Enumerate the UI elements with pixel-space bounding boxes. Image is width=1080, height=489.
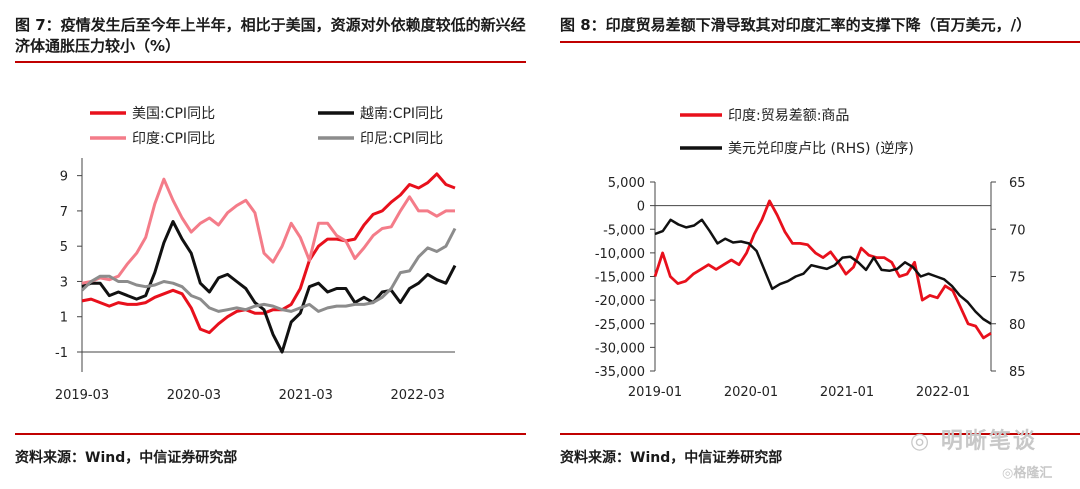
y-left-tick-label: -15,000: [595, 271, 645, 286]
y-left-tick-label: -20,000: [595, 294, 645, 309]
source-divider: [15, 433, 526, 435]
trade-balance-line-chart: 5,000 0 -5,000 -10,000 -15,000 -20,000 -25,000…: [595, 108, 1026, 400]
y-left-tick-label: -25,000: [595, 318, 645, 333]
series-line-3: [80, 227, 457, 313]
y-right-tick-label: 65: [1009, 176, 1026, 191]
panel-india-trade-balance: 图 8：印度贸易差额下滑导致其对印度汇率的支撑下降（百万美元，/） 5,000 0…: [555, 0, 1080, 489]
series-line-1: [81, 220, 457, 354]
y-right-tick-label: 70: [1009, 223, 1026, 238]
y-tick-label: 7: [60, 205, 68, 220]
legend-label: 印度:贸易差额:商品: [728, 108, 849, 124]
x-tick-label: 2020-01: [724, 385, 778, 400]
series-line-0: [81, 172, 456, 335]
series-line-0: [653, 199, 992, 340]
x-tick-label: 2022-01: [916, 385, 970, 400]
x-tick-label: 2019-01: [628, 385, 682, 400]
y-tick-label: 9: [60, 170, 68, 185]
panel-india-cpi-comparison: 图 7：疫情发生后至今年上半年，相比于美国，资源对外依赖度较低的新兴经济体通胀压…: [15, 16, 526, 466]
x-tick-label: 2022-03: [391, 388, 445, 403]
x-tick-label: 2019-03: [55, 388, 109, 403]
legend-label: 美元兑印度卢比 (RHS) (逆序): [728, 141, 914, 157]
legend-label: 美国:CPI同比: [132, 106, 215, 122]
y-left-tick-label: 5,000: [608, 176, 645, 191]
legend-label: 印度:CPI同比: [132, 131, 215, 147]
chart-title: 图 8：印度贸易差额下滑导致其对印度汇率的支撑下降（百万美元，/）: [560, 16, 1032, 34]
legend-label: 印尼:CPI同比: [360, 131, 443, 147]
wechat-watermark: ◎ 明晰笔谈: [910, 429, 1037, 454]
y-tick-label: 5: [60, 240, 68, 255]
y-tick-label: 1: [60, 311, 68, 326]
y-left-tick-label: -10,000: [595, 247, 645, 262]
title-divider: [560, 41, 1080, 43]
y-right-tick-label: 80: [1009, 318, 1026, 333]
y-left-tick-label: 0: [637, 200, 645, 215]
y-left-tick-label: -30,000: [595, 341, 645, 356]
series-line-2: [81, 177, 455, 285]
legend-label: 越南:CPI同比: [360, 106, 443, 122]
chart-title: 图 7：疫情发生后至今年上半年，相比于美国，资源对外依赖度较低的新兴经济体通胀压…: [15, 16, 526, 55]
y-right-tick-label: 85: [1009, 365, 1026, 380]
source-note: 资料来源：Wind，中信证券研究部: [560, 450, 783, 466]
series-line-1: [654, 218, 992, 325]
y-left-tick-label: -35,000: [595, 365, 645, 380]
x-tick-label: 2021-01: [820, 385, 874, 400]
x-tick-label: 2021-03: [279, 388, 333, 403]
title-divider: [15, 61, 526, 63]
y-right-tick-label: 75: [1009, 271, 1026, 286]
cpi-line-chart: 9 7 5 3 1 -1 2019-03 2020-03 2021-03 2022-03 美国:CP…: [55, 106, 457, 403]
gelonghui-watermark: ◎格隆汇: [1002, 466, 1053, 481]
y-tick-label: -1: [55, 346, 68, 361]
x-tick-label: 2020-03: [167, 388, 221, 403]
source-note: 资料来源：Wind，中信证券研究部: [15, 450, 238, 466]
source-divider: [560, 433, 1080, 435]
y-left-tick-label: -5,000: [603, 223, 645, 238]
y-tick-label: 3: [60, 275, 68, 290]
